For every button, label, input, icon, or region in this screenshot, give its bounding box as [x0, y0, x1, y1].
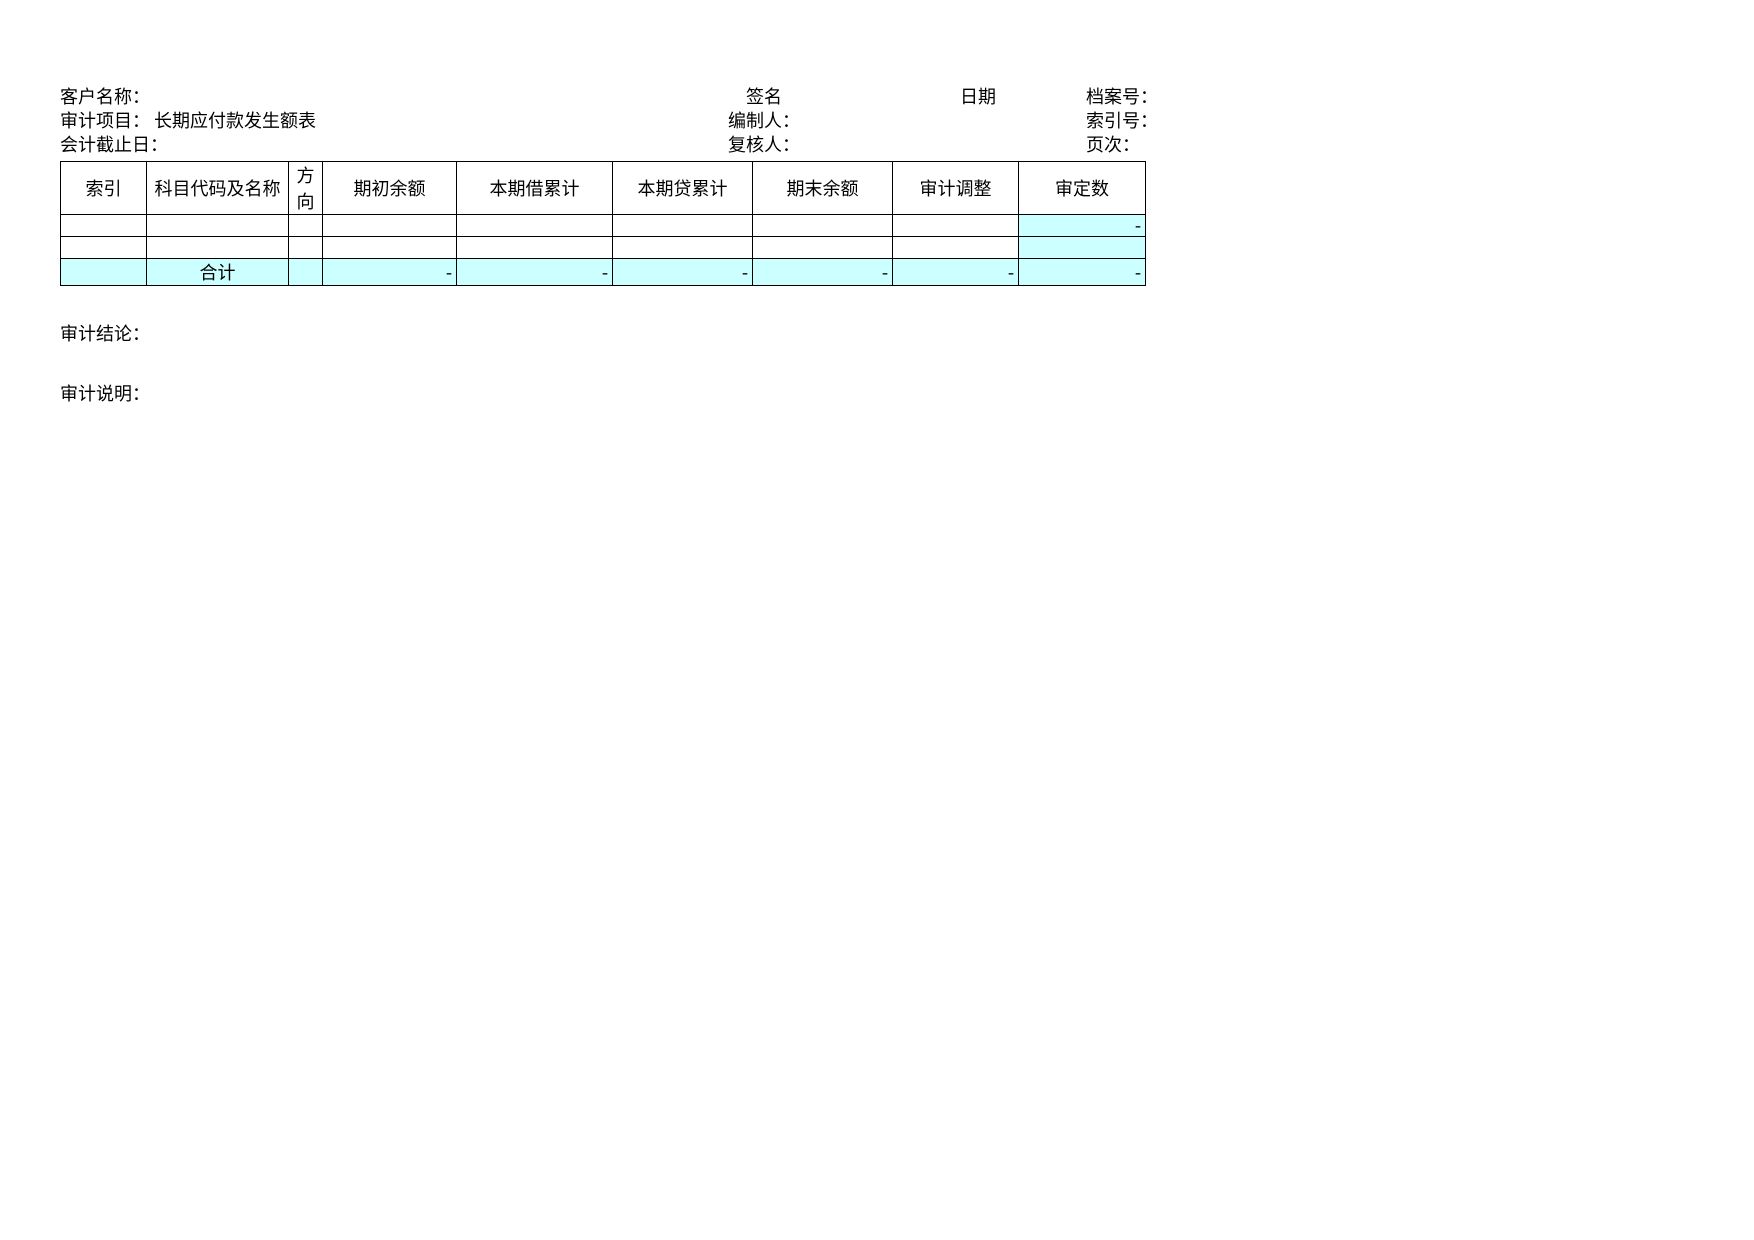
table-cell: [457, 237, 613, 259]
table-cell: [61, 237, 147, 259]
reviewer-label: 复核人：: [714, 133, 814, 157]
header-block: 客户名称： 签名 日期 档案号： 审计项目： 长期应付款发生额表 编制人： 索引…: [60, 85, 1694, 157]
date-label: 日期: [896, 85, 996, 109]
notes-label: 审计说明：: [60, 382, 1694, 406]
table-cell: [1019, 237, 1146, 259]
col-header: 本期借累计: [457, 162, 613, 215]
table-cell: [289, 259, 323, 286]
col-header: 审计调整: [893, 162, 1019, 215]
table-cell: [289, 237, 323, 259]
col-header: 索引: [61, 162, 147, 215]
signature-label: 签名: [714, 85, 814, 109]
audit-item-label: 审计项目：: [60, 109, 154, 133]
preparer-label: 编制人：: [714, 109, 814, 133]
table-cell: -: [323, 259, 457, 286]
table-row: [61, 237, 1146, 259]
table-cell: [753, 215, 893, 237]
table-cell: [289, 215, 323, 237]
table-cell: [753, 237, 893, 259]
client-label: 客户名称：: [60, 85, 154, 109]
table-cell: [323, 215, 457, 237]
table-header-row: 索引 科目代码及名称 方向 期初余额 本期借累计 本期贷累计 期末余额 审计调整…: [61, 162, 1146, 215]
table-cell: -: [613, 259, 753, 286]
table-cell: [61, 259, 147, 286]
table-cell: [147, 237, 289, 259]
table-cell: -: [753, 259, 893, 286]
table-cell: -: [1019, 259, 1146, 286]
table-cell: -: [1019, 215, 1146, 237]
col-header: 期初余额: [323, 162, 457, 215]
table-cell: [323, 237, 457, 259]
table-cell: [61, 215, 147, 237]
table-total-row: 合计------: [61, 259, 1146, 286]
col-header: 期末余额: [753, 162, 893, 215]
cutoff-value: [180, 133, 714, 157]
file-no-label: 档案号：: [1086, 85, 1158, 109]
table-cell: -: [457, 259, 613, 286]
table-cell: 合计: [147, 259, 289, 286]
table-body: -合计------: [61, 215, 1146, 286]
audit-table: 索引 科目代码及名称 方向 期初余额 本期借累计 本期贷累计 期末余额 审计调整…: [60, 161, 1146, 286]
table-cell: -: [893, 259, 1019, 286]
col-header: 方向: [289, 162, 323, 215]
table-row: -: [61, 215, 1146, 237]
page-label: 页次：: [1086, 133, 1140, 157]
table-cell: [893, 237, 1019, 259]
audit-item-value: 长期应付款发生额表: [154, 109, 714, 133]
conclusion-label: 审计结论：: [60, 322, 1694, 346]
table-cell: [457, 215, 613, 237]
table-cell: [613, 237, 753, 259]
index-no-label: 索引号：: [1086, 109, 1158, 133]
col-header: 本期贷累计: [613, 162, 753, 215]
table-cell: [893, 215, 1019, 237]
col-header: 审定数: [1019, 162, 1146, 215]
table-cell: [613, 215, 753, 237]
col-header: 科目代码及名称: [147, 162, 289, 215]
table-cell: [147, 215, 289, 237]
cutoff-label: 会计截止日：: [60, 133, 180, 157]
client-value: [154, 85, 714, 109]
